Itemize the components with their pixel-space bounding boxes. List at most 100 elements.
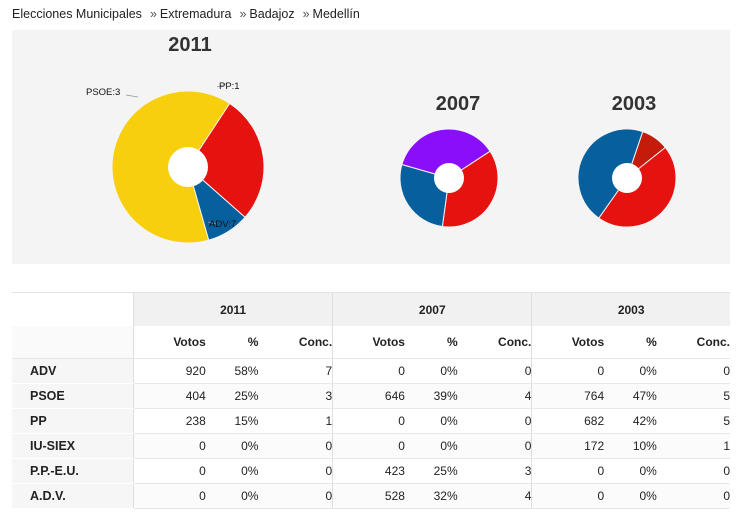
seat-charts-panel: 2011 2007 2003 PSOE:3 PP:1 ADV:7 (12, 30, 730, 264)
donut-hole (434, 163, 464, 193)
percent-cell: 25% (404, 458, 458, 484)
breadcrumb-separator: » (239, 7, 247, 21)
percent-cell: 32% (404, 483, 458, 509)
pie-slice-psoe[interactable] (441, 150, 499, 228)
votes-cell: 764 (531, 383, 605, 409)
donut-chart-2007 (399, 128, 499, 228)
pie-slice-pp[interactable] (577, 128, 644, 219)
col-votos: Votos (332, 326, 405, 359)
results-table-body: ADV 920 58% 7 0 0% 0 0 0% 0 PSOE 404 25% 3 646 39% 4 764 4… (12, 358, 730, 509)
party-name: A.D.V. (12, 483, 134, 509)
chart-2003-title: 2003 (611, 93, 657, 115)
seats-cell: 7 (258, 358, 333, 384)
seats-cell: 0 (457, 358, 532, 384)
votes-cell: 528 (332, 483, 405, 509)
percent-cell: 25% (205, 383, 259, 409)
votes-cell: 0 (332, 408, 405, 434)
party-name: PP (12, 408, 134, 434)
seats-cell: 0 (258, 433, 333, 459)
col-votos: Votos (531, 326, 605, 359)
percent-cell: 58% (205, 358, 259, 384)
seats-cell: 4 (457, 383, 532, 409)
donut-hole (168, 147, 208, 187)
party-name: IU-SIEX (12, 433, 134, 459)
votes-cell: 646 (332, 383, 405, 409)
percent-cell: 15% (205, 408, 259, 434)
percent-cell: 39% (404, 383, 458, 409)
percent-cell: 0% (404, 433, 458, 459)
votes-cell: 920 (132, 358, 206, 384)
col-conc: Conc. (457, 326, 532, 359)
percent-cell: 47% (604, 383, 657, 409)
percent-cell: 42% (604, 408, 657, 434)
seats-cell: 0 (457, 408, 532, 434)
seats-cell: 1 (656, 433, 730, 459)
year-header-2007: 2007 (332, 292, 532, 326)
table-row: IU-SIEX 0 0% 0 0 0% 0 172 10% 1 (12, 433, 730, 459)
table-row: ADV 920 58% 7 0 0% 0 0 0% 0 (12, 358, 730, 384)
col-percent: % (604, 326, 657, 359)
table-row: P.P.-E.U. 0 0% 0 423 25% 3 0 0% 0 (12, 458, 730, 484)
votes-cell: 0 (132, 458, 206, 484)
breadcrumb-link-elecciones[interactable]: Elecciones Municipales (12, 7, 142, 21)
seat-charts-svg (111, 83, 677, 244)
votes-cell: 423 (332, 458, 405, 484)
seats-cell: 5 (656, 408, 730, 434)
pie-slice-a-d-v[interactable] (401, 128, 491, 179)
votes-cell: 238 (132, 408, 206, 434)
percent-cell: 0% (404, 408, 458, 434)
col-percent: % (404, 326, 458, 359)
pie-slice-pp[interactable] (187, 165, 246, 241)
party-name: PSOE (12, 383, 134, 409)
percent-cell: 0% (604, 358, 657, 384)
pie-slice-psoe[interactable] (187, 102, 265, 218)
slice-label-psoe: PSOE:3 (86, 87, 121, 98)
col-conc: Conc. (258, 326, 333, 359)
label-leader-line (125, 94, 139, 98)
party-name: ADV (12, 358, 134, 384)
seats-cell: 5 (656, 383, 730, 409)
breadcrumb-current-medellin: Medellín (312, 7, 360, 21)
seats-cell: 0 (656, 358, 730, 384)
chart-2011-title: 2011 (168, 34, 212, 56)
percent-cell: 0% (205, 483, 259, 509)
percent-cell: 0% (604, 458, 657, 484)
breadcrumb-link-extremadura[interactable]: Extremadura (159, 7, 232, 21)
seats-cell: 4 (457, 483, 532, 509)
votes-cell: 172 (531, 433, 605, 459)
table-row: PP 238 15% 1 0 0% 0 682 42% 5 (12, 408, 730, 434)
seats-cell: 0 (656, 483, 730, 509)
year-header-2011: 2011 (132, 292, 333, 326)
votes-cell: 0 (332, 358, 405, 384)
seats-cell: 0 (258, 483, 333, 509)
party-name: P.P.-E.U. (12, 458, 134, 484)
slice-label-adv: ADV:7 (209, 219, 237, 230)
table-row: PSOE 404 25% 3 646 39% 4 764 47% 5 (12, 383, 730, 409)
col-conc: Conc. (656, 326, 730, 359)
breadcrumb-separator: » (149, 7, 157, 21)
table-corner (12, 292, 134, 326)
col-percent: % (205, 326, 259, 359)
label-leader-line (207, 221, 217, 225)
breadcrumb-link-badajoz[interactable]: Badajoz (249, 7, 295, 21)
seats-cell: 0 (258, 458, 333, 484)
seats-cell: 3 (258, 383, 333, 409)
percent-cell: 0% (205, 433, 259, 459)
votes-cell: 0 (531, 358, 605, 384)
slice-label-pp: PP:1 (219, 81, 240, 92)
votes-cell: 0 (531, 483, 605, 509)
seats-cell: 1 (258, 408, 333, 434)
donut-chart-2011 (111, 90, 265, 244)
col-votos: Votos (132, 326, 206, 359)
votes-cell: 682 (531, 408, 605, 434)
percent-cell: 0% (205, 458, 259, 484)
votes-cell: 0 (531, 458, 605, 484)
votes-cell: 0 (132, 483, 206, 509)
percent-cell: 0% (604, 483, 657, 509)
results-table: 2011 2007 2003 Votos % Conc. Votos % Con… (12, 292, 730, 509)
chart-2007-title: 2007 (435, 93, 481, 115)
votes-cell: 0 (132, 433, 206, 459)
donut-hole (612, 163, 642, 193)
breadcrumb-separator: » (302, 7, 310, 21)
percent-cell: 10% (604, 433, 657, 459)
